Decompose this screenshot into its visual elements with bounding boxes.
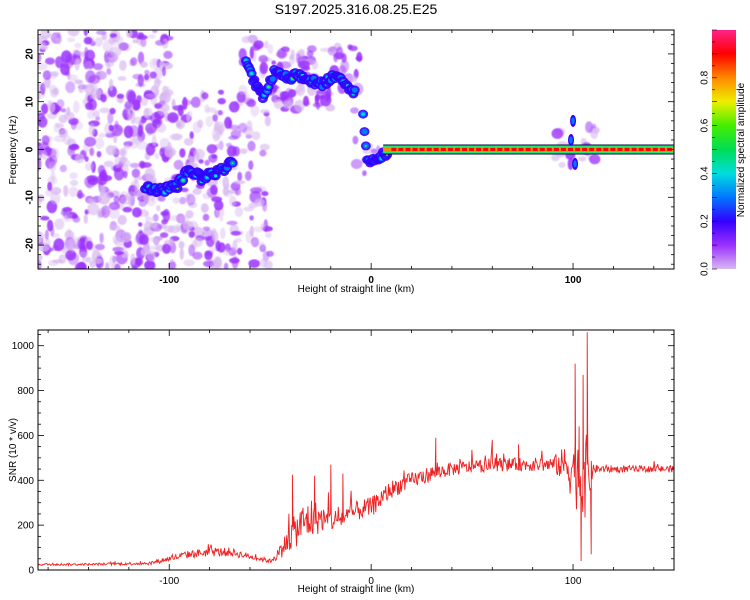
colorbar-tick-label: 0.2 bbox=[700, 214, 711, 228]
y-tick-label: 1000 bbox=[12, 341, 35, 352]
figure-title: S197.2025.316.08.25.E25 bbox=[275, 1, 438, 17]
spectrogram-ridge bbox=[140, 56, 393, 198]
colorbar: 0.0 0.2 0.4 0.6 0.8 Normalized spectral ampl… bbox=[700, 29, 747, 276]
snr-frame bbox=[37, 329, 675, 571]
snr-background bbox=[38, 330, 674, 570]
colorbar-ticks: 0.0 0.2 0.4 0.6 0.8 bbox=[700, 29, 717, 276]
x-tick-label: -100 bbox=[159, 275, 179, 286]
colorbar-label: Normalized spectral amplitude bbox=[736, 82, 747, 217]
y-tick-label: -10 bbox=[25, 190, 36, 205]
spectrogram-xlabel: Height of straight line (km) bbox=[298, 284, 415, 295]
y-tick-label: 0 bbox=[28, 566, 34, 577]
y-tick-label: 0 bbox=[25, 146, 36, 152]
x-tick-label: 0 bbox=[368, 275, 374, 286]
spectrogram-image bbox=[38, 30, 674, 269]
x-tick-label: 100 bbox=[565, 275, 582, 286]
y-tick-label: 20 bbox=[25, 48, 36, 60]
colorbar-tick-label: 0.6 bbox=[700, 118, 711, 132]
y-tick-label: 10 bbox=[25, 96, 36, 108]
snr-ylabel: SNR (10 * v/v) bbox=[8, 418, 19, 482]
snr-series-line bbox=[38, 332, 674, 567]
colorbar-tick-label: 0.0 bbox=[700, 262, 711, 276]
x-tick-label: 100 bbox=[565, 576, 582, 587]
y-tick-label: 800 bbox=[17, 386, 34, 397]
spectrogram-carrier-line bbox=[383, 114, 674, 170]
y-tick-label: 600 bbox=[17, 431, 34, 442]
snr-xlabel: Height of straight line (km) bbox=[298, 584, 415, 595]
spectrogram-noise bbox=[38, 30, 601, 269]
x-tick-label: 0 bbox=[368, 576, 374, 587]
y-tick-label: 400 bbox=[17, 476, 34, 487]
y-tick-label: -20 bbox=[25, 237, 36, 252]
colorbar-tick-label: 0.8 bbox=[700, 70, 711, 84]
colorbar-tick-label: 0.4 bbox=[700, 166, 711, 180]
y-tick-label: 200 bbox=[17, 521, 34, 532]
x-tick-label: -100 bbox=[159, 576, 179, 587]
spectrogram-ylabel: Frequency (Hz) bbox=[8, 116, 19, 185]
